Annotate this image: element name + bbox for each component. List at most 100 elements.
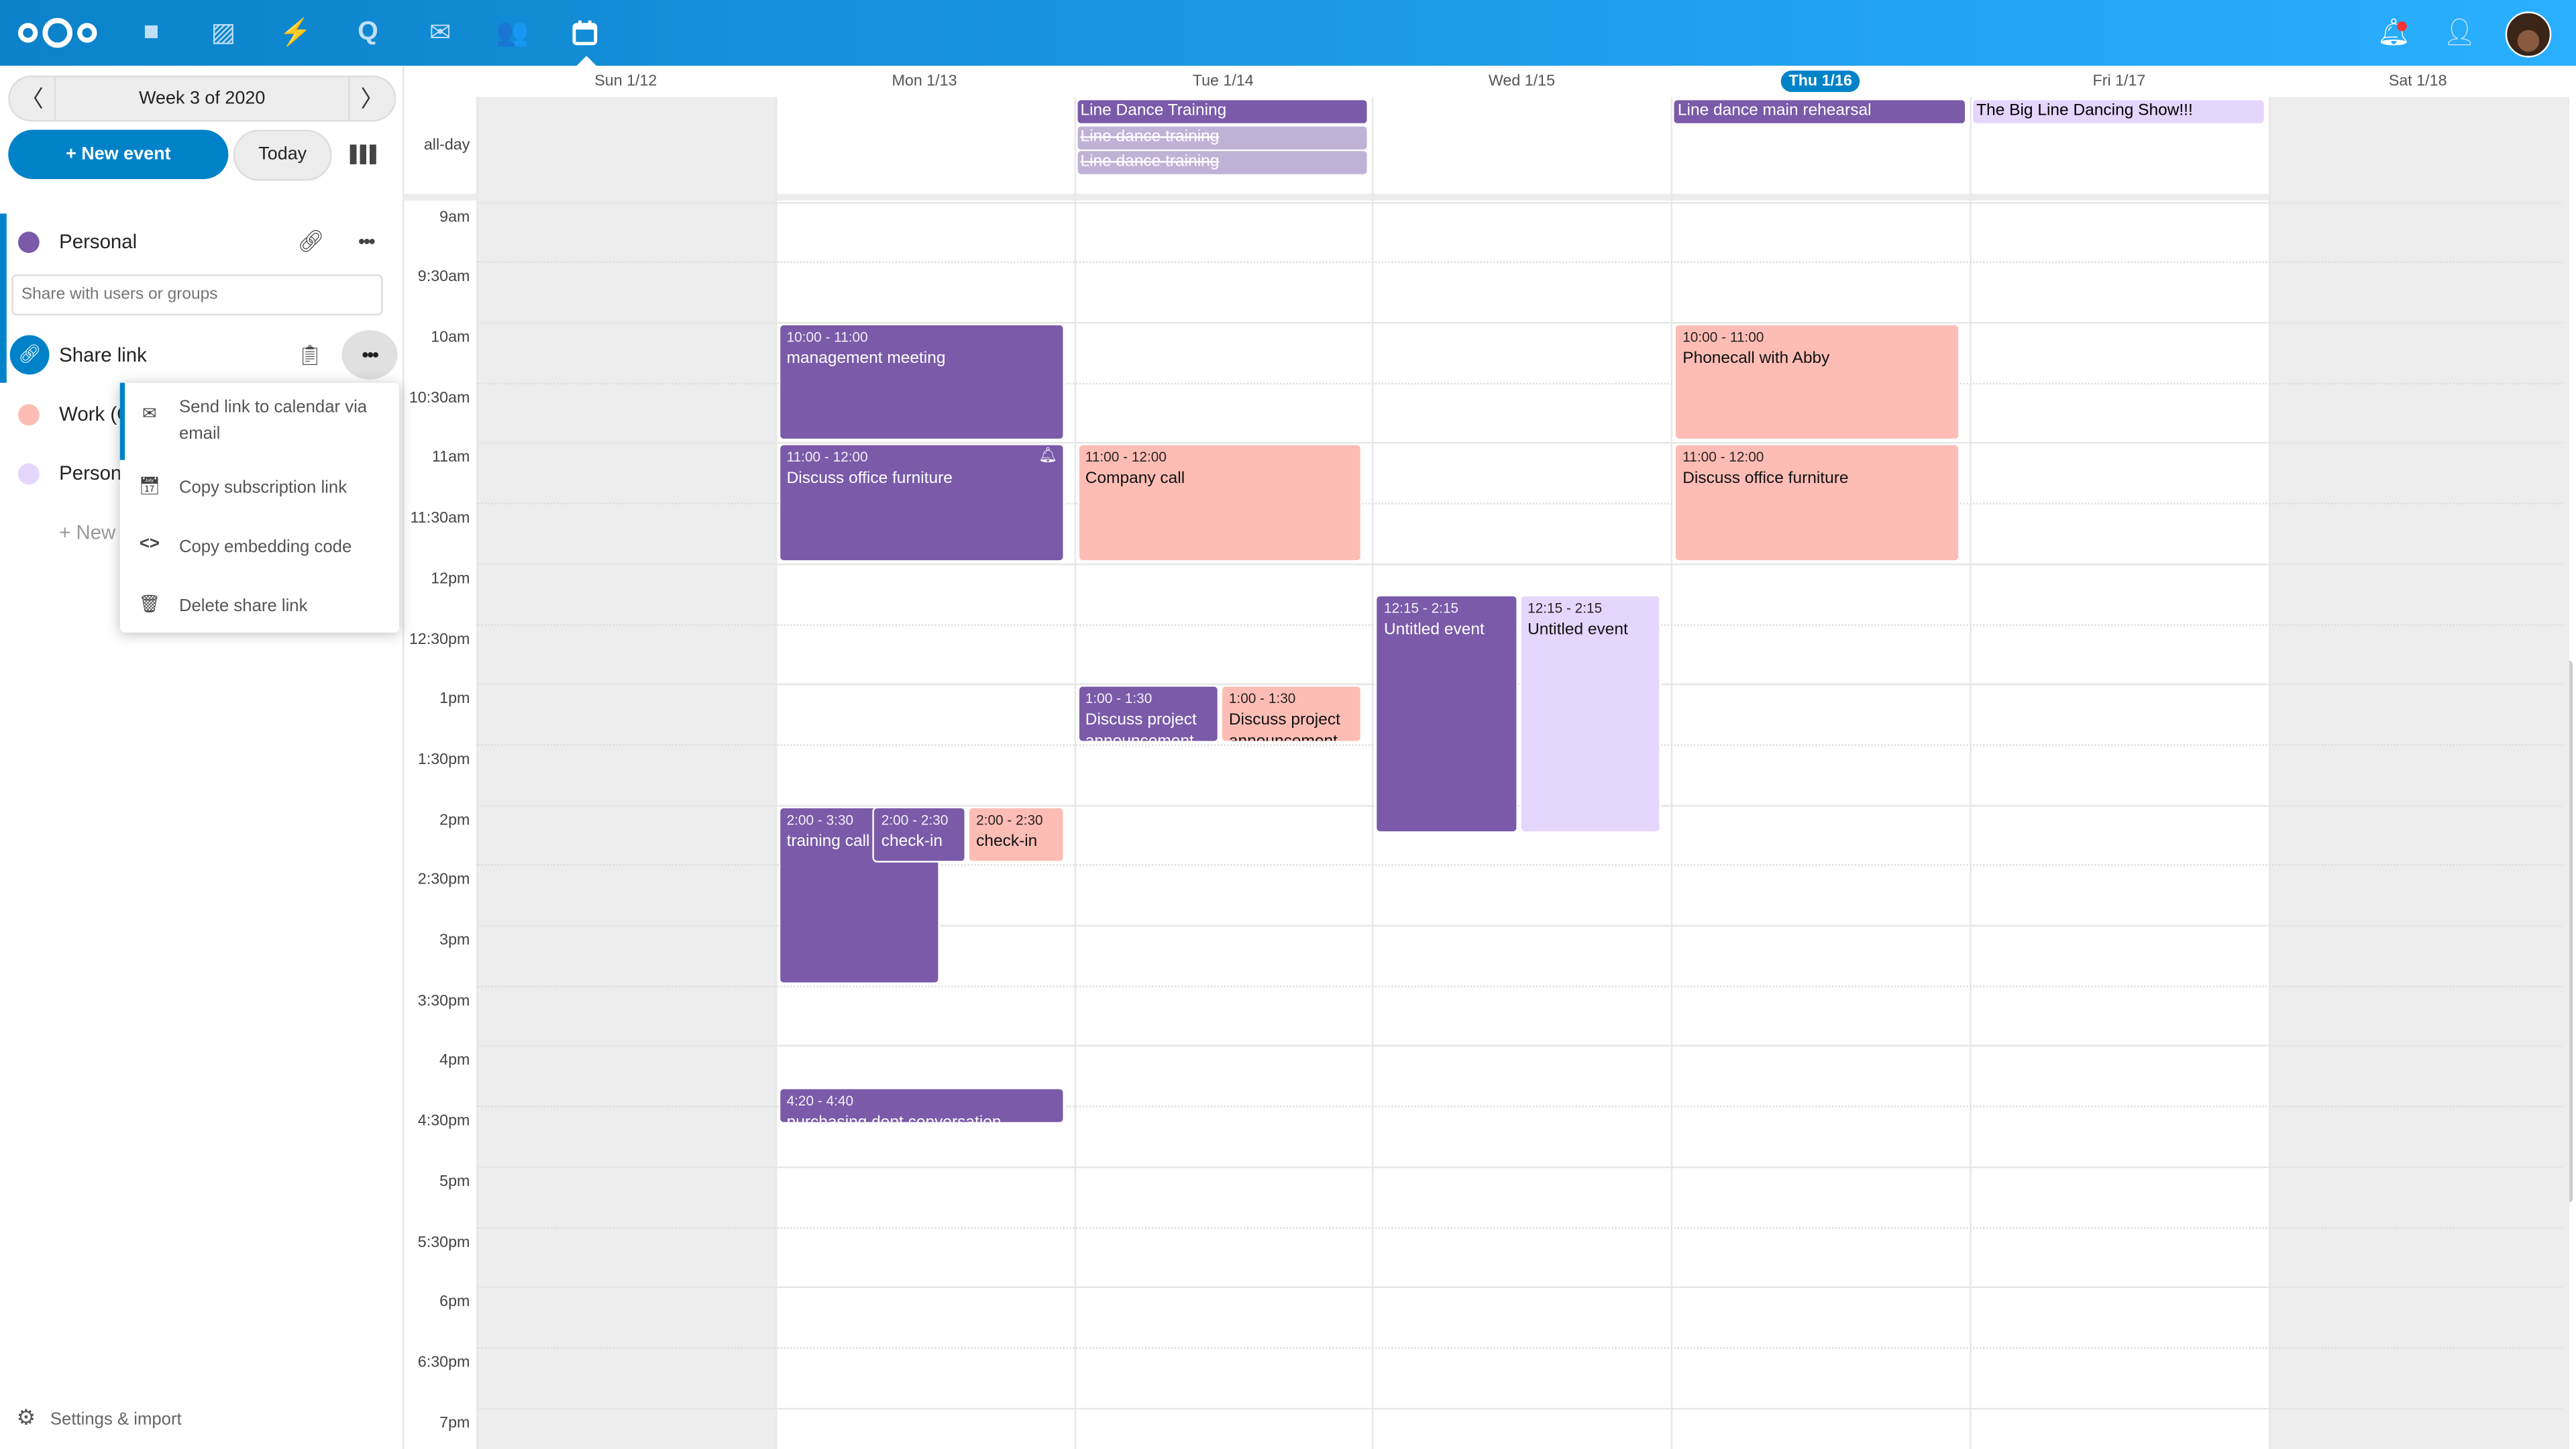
all-day-separator [402,193,2565,201]
menu-item-label: Send link to calendar via email [178,397,368,444]
all-day-event[interactable]: The Big Line Dancing Show!!! [1973,100,2264,123]
event-time: 11:00 - 12:00 [786,449,868,466]
calendar-event[interactable]: 10:00 - 11:00 Phonecall with Abby [1674,323,1960,441]
event-title: Untitled event [1384,621,1485,640]
today-button[interactable]: Today [233,129,332,181]
mail-icon[interactable]: ✉ [429,19,451,48]
time-label: 7pm [439,1413,470,1432]
contacts-icon[interactable]: 👥 [496,19,529,48]
event-title: Discuss office furniture [786,470,953,489]
calendar-event[interactable]: 11:00 - 12:00 Discuss office furniture [1674,444,1960,562]
grid-line [476,1045,2563,1047]
day-header-label: Tue 1/14 [1192,72,1254,91]
all-day-event[interactable]: Line Dance Training [1077,100,1368,123]
calendar-color-dot [17,403,40,425]
event-time: 1:00 - 1:30 [1228,690,1296,707]
week-label[interactable]: Week 3 of 2020 [139,89,266,109]
all-day-event[interactable]: Line dance training [1077,125,1368,149]
day-header[interactable]: Fri 1/17 [1970,66,2268,97]
day-header-label: Sat 1/18 [2388,72,2447,91]
grid-line [476,201,2563,203]
calendar-color-dot [17,462,40,484]
share-search-input[interactable] [11,274,383,316]
calendar-event[interactable]: 12:15 - 2:15 Untitled event [1375,594,1518,833]
calendar-event[interactable]: 11:00 - 12:00 Company call [1077,444,1363,562]
day-header-label: Mon 1/13 [892,72,957,91]
grid-line [476,1166,2563,1168]
time-label: 9:30am [417,268,470,286]
calendar-event[interactable]: 11:00 - 12:00 Discuss office furniture 🔔︎ [778,444,1064,562]
notification-badge [2397,21,2407,32]
calendar-event[interactable]: 4:20 - 4:40 purchasing dept conversation [778,1087,1064,1124]
menu-item-label: Delete share link [178,596,308,616]
calendar-event[interactable]: 2:00 - 2:30 check-in [967,806,1064,863]
event-title: check-in [976,832,1038,851]
share-link-more-button[interactable]: ••• [341,330,398,380]
grid-line [476,1106,2563,1108]
event-title: Untitled event [1527,621,1628,640]
day-column [1073,97,1375,1449]
day-header[interactable]: Sun 1/12 [476,66,775,97]
day-header[interactable]: Wed 1/15 [1373,66,1671,97]
active-app-indicator [576,56,596,66]
new-calendar-button[interactable]: + New c [0,502,402,561]
time-label: 4:30pm [417,1112,470,1131]
calendar-item-work[interactable]: Work (C [0,384,402,443]
avatar[interactable] [2505,11,2552,58]
week-view: all-day Sun 1/12 Mon 1/13 Tue 1/14 Wed 1/15… [402,66,2576,1449]
notifications-icon[interactable]: 🔔︎ [2377,19,2411,48]
day-header[interactable]: Tue 1/14 [1074,66,1373,97]
all-day-event[interactable]: Line dance main rehearsal [1674,100,1965,123]
event-title: check-in [881,832,943,851]
day-column [1970,97,2270,1449]
day-column [476,97,777,1449]
photos-icon[interactable]: ▨ [211,19,236,48]
event-title: Discuss project announcement [1228,711,1340,743]
grid-line [476,1346,2563,1349]
calendar-item-personal[interactable]: Personal 🔗︎ ••• [0,212,402,271]
calendar-event[interactable]: 10:00 - 11:00 management meeting [778,323,1064,441]
calendar-event[interactable]: 12:15 - 2:15 Untitled event [1519,594,1662,833]
all-day-event[interactable]: Line dance training [1077,151,1368,174]
view-toggle-icon[interactable] [350,144,376,164]
mail-icon: ✉ [142,404,157,424]
activity-icon[interactable]: ⚡ [279,19,313,48]
day-header[interactable]: Mon 1/13 [775,66,1073,97]
link-icon[interactable]: 🔗︎ [297,228,325,254]
share-link-actions-menu: ✉ Send link to calendar via email 📅︎ Copy … [119,382,400,633]
gear-icon: ⚙ [16,1404,36,1430]
new-event-button[interactable]: + New event [8,129,229,179]
talk-icon[interactable]: Q [358,17,378,46]
previous-week-button[interactable]: 〈 [10,77,56,120]
event-title: management meeting [786,350,946,368]
day-header[interactable]: Sat 1/18 [2269,66,2567,97]
grid-line [476,442,2563,445]
app-navigation: 〈 Week 3 of 2020 〉 + New event Today Per… [0,65,405,1449]
calendar-event[interactable]: 2:00 - 2:30 check-in [873,806,967,863]
grid-line [476,1226,2563,1228]
time-label: 10:30am [409,388,470,407]
calendar-event[interactable]: 1:00 - 1:30 Discuss project announcement [1220,685,1363,743]
grid-line [476,1287,2563,1289]
event-title: purchasing dept conversation [786,1114,1002,1124]
contacts-menu-icon[interactable]: 👤︎ [2443,19,2477,48]
more-options-icon[interactable]: ••• [358,229,376,254]
time-label: 1:30pm [417,750,470,769]
grid-line [476,382,2563,384]
event-time: 11:00 - 12:00 [1085,449,1167,466]
day-header[interactable]: Thu 1/16 [1671,66,1970,97]
settings-button[interactable]: ⚙ Settings & import [16,1405,345,1434]
event-time: 2:00 - 3:30 [786,810,854,828]
day-header-label: Sun 1/12 [594,72,657,91]
next-week-button[interactable]: 〉 [348,77,394,120]
calendar-name: Work (C [59,402,131,426]
copy-to-clipboard-icon[interactable]: 📋︎ [297,343,323,367]
calendar-event[interactable]: 1:00 - 1:30 Discuss project announcement [1077,685,1220,743]
time-label: 5:30pm [417,1232,470,1251]
grid-line [476,985,2563,987]
files-icon[interactable]: ■ [143,17,160,46]
event-time: 12:15 - 2:15 [1384,600,1459,616]
calendar-icon[interactable] [568,16,601,49]
event-time: 1:00 - 1:30 [1085,690,1152,707]
nextcloud-logo[interactable] [16,15,98,51]
